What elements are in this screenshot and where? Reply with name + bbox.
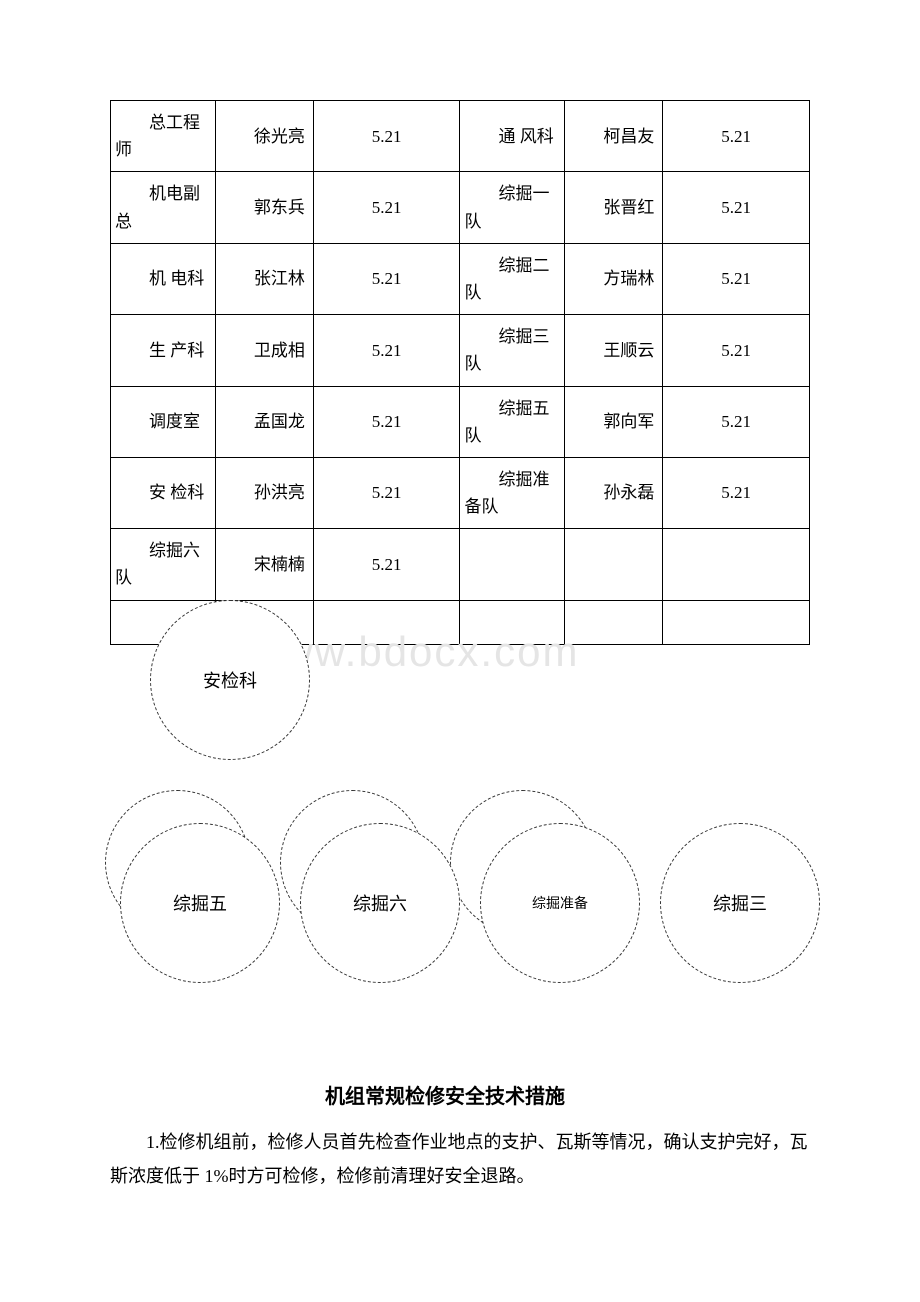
table-row: 调度室孟国龙5.21综掘五队郭向军5.21 (111, 386, 810, 457)
circle-zongjue-6-label: 综掘六 (353, 890, 407, 916)
table-cell: 机电副总 (111, 172, 216, 243)
table-cell: 孙洪亮 (215, 457, 313, 528)
table-cell: 综掘一队 (460, 172, 565, 243)
table-cell: 5.21 (313, 243, 460, 314)
circle-zongjue-3: 综掘三 (660, 823, 820, 983)
table-cell: 5.21 (663, 457, 810, 528)
table-cell: 综掘二队 (460, 243, 565, 314)
circle-anjian-label: 安检科 (203, 667, 257, 693)
table-cell: 张江林 (215, 243, 313, 314)
circle-zongjue-zhunbei-label: 综掘准备 (532, 893, 588, 913)
circle-zongjue-5-label: 综掘五 (173, 890, 227, 916)
table-cell: 孙永磊 (565, 457, 663, 528)
table-cell: 5.21 (313, 386, 460, 457)
table-cell: 5.21 (663, 243, 810, 314)
circle-zongjue-3-label: 综掘三 (713, 890, 767, 916)
table-cell: 5.21 (313, 101, 460, 172)
table-row: 机 电科张江林5.21综掘二队方瑞林5.21 (111, 243, 810, 314)
table-cell: 总工程师 (111, 101, 216, 172)
table-cell: 5.21 (663, 101, 810, 172)
table-cell: 通 风科 (460, 101, 565, 172)
table-cell: 综掘准备队 (460, 457, 565, 528)
table-cell: 调度室 (111, 386, 216, 457)
signature-table: 总工程师徐光亮5.21通 风科柯昌友5.21机电副总郭东兵5.21综掘一队张晋红… (110, 100, 810, 645)
circle-zongjue-6: 综掘六 (300, 823, 460, 983)
table-cell: 孟国龙 (215, 386, 313, 457)
table-cell: 方瑞林 (565, 243, 663, 314)
table-cell: 张晋红 (565, 172, 663, 243)
table-cell: 5.21 (313, 529, 460, 600)
table-cell: 柯昌友 (565, 101, 663, 172)
table-cell: 5.21 (313, 172, 460, 243)
table-cell: 机 电科 (111, 243, 216, 314)
table-cell (565, 529, 663, 600)
table-cell: 郭东兵 (215, 172, 313, 243)
table-cell: 5.21 (663, 315, 810, 386)
table-cell: 郭向军 (565, 386, 663, 457)
table-cell: 综掘三队 (460, 315, 565, 386)
table-cell: 卫成相 (215, 315, 313, 386)
table-cell: 宋楠楠 (215, 529, 313, 600)
table-cell: 综掘五队 (460, 386, 565, 457)
table-cell: 综掘六队 (111, 529, 216, 600)
table-cell: 5.21 (313, 315, 460, 386)
table-cell: 徐光亮 (215, 101, 313, 172)
table-cell: 5.21 (313, 457, 460, 528)
table-row: 总工程师徐光亮5.21通 风科柯昌友5.21 (111, 101, 810, 172)
table-row: 综掘六队宋楠楠5.21 (111, 529, 810, 600)
table-row: 机电副总郭东兵5.21综掘一队张晋红5.21 (111, 172, 810, 243)
section-heading: 机组常规检修安全技术措施 (325, 1080, 565, 1109)
table-cell (565, 600, 663, 644)
table-row: 生 产科卫成相5.21综掘三队王顺云5.21 (111, 315, 810, 386)
table-cell: 5.21 (663, 386, 810, 457)
table-cell: 王顺云 (565, 315, 663, 386)
table-row: 安 检科孙洪亮5.21综掘准备队孙永磊5.21 (111, 457, 810, 528)
circle-zongjue-zhunbei: 综掘准备 (480, 823, 640, 983)
circle-anjian: 安检科 (150, 600, 310, 760)
table-cell: 5.21 (663, 172, 810, 243)
table-cell (460, 529, 565, 600)
body-paragraph: 1.检修机组前，检修人员首先检查作业地点的支护、瓦斯等情况，确认支护完好，瓦斯浓… (110, 1125, 810, 1193)
table-cell (663, 529, 810, 600)
table-cell (663, 600, 810, 644)
table-cell: 安 检科 (111, 457, 216, 528)
circle-zongjue-5: 综掘五 (120, 823, 280, 983)
table-cell: 生 产科 (111, 315, 216, 386)
